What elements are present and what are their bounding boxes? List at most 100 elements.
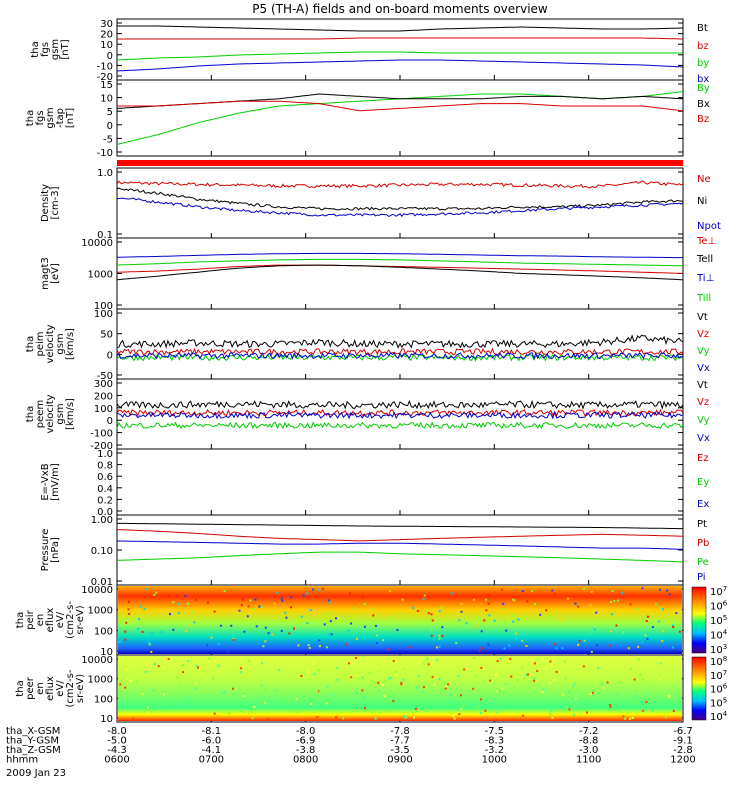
spectrogram-speckle bbox=[264, 688, 267, 691]
colorbar-tick-label: 104 bbox=[710, 710, 728, 723]
spectrogram-speckle bbox=[438, 678, 441, 681]
spectrogram-speckle bbox=[408, 704, 411, 707]
panel-5: thapeimvelocitygsm[km/s] 100 50 0 -50 Vt Vz Vy V… bbox=[25, 308, 710, 382]
spectrogram-speckle bbox=[388, 590, 391, 593]
spectrogram-speckle bbox=[327, 599, 330, 602]
y-tick-label: 20 bbox=[100, 30, 113, 41]
spectrogram-speckle bbox=[481, 647, 484, 649]
spectrogram-speckle bbox=[217, 642, 220, 645]
xaxis-value: 1000 bbox=[482, 755, 507, 766]
spectrogram-speckle bbox=[308, 698, 311, 701]
spectrogram-speckle bbox=[247, 605, 250, 608]
series-line-Vt bbox=[116, 399, 684, 410]
spectrogram-speckle bbox=[633, 678, 636, 681]
spectrogram-speckle bbox=[613, 599, 616, 602]
spectrogram-speckle bbox=[504, 682, 507, 685]
spectrogram-speckle bbox=[646, 615, 649, 618]
series-line-Vy bbox=[116, 421, 684, 430]
y-tick-label: 1.0 bbox=[97, 168, 113, 179]
spectrogram-speckle bbox=[458, 713, 461, 716]
spectrogram-speckle bbox=[287, 700, 290, 703]
spectrogram-speckle bbox=[433, 684, 436, 686]
y-tick-label: 10 bbox=[100, 94, 113, 105]
series-line-Pi bbox=[116, 540, 683, 550]
xaxis-value: -8.3 bbox=[485, 736, 505, 747]
spectrogram-speckle bbox=[501, 687, 504, 690]
spectrogram-speckle bbox=[445, 685, 448, 688]
y-tick-label: 100 bbox=[94, 694, 113, 705]
series-line-Te⊥ bbox=[117, 264, 683, 274]
spectrogram-speckle bbox=[228, 712, 230, 715]
spectrogram-speckle bbox=[172, 601, 175, 603]
spectrogram-speckle bbox=[668, 593, 671, 596]
spectrogram-speckle bbox=[556, 612, 559, 615]
spectrogram-speckle bbox=[516, 679, 519, 682]
spectrogram-speckle bbox=[568, 690, 571, 693]
spectrogram-speckle bbox=[184, 594, 187, 597]
xaxis-value: -6.7 bbox=[673, 726, 693, 737]
spectrogram-speckle bbox=[145, 588, 148, 591]
spectrogram-speckle bbox=[551, 589, 554, 592]
spectrogram-speckle bbox=[430, 628, 433, 631]
spectrogram-speckle bbox=[564, 677, 567, 680]
spectrogram-speckle bbox=[124, 686, 127, 689]
spectrogram-speckle bbox=[431, 619, 434, 622]
spectrogram-speckle bbox=[267, 632, 270, 635]
spectrogram-speckle bbox=[146, 662, 149, 665]
spectrogram-speckle bbox=[550, 664, 553, 667]
spectrogram-speckle bbox=[521, 639, 524, 642]
spectrogram-speckle bbox=[368, 671, 371, 674]
spectrogram-speckle bbox=[465, 622, 468, 625]
spectrogram-speckle bbox=[512, 620, 515, 623]
spectrogram-speckle bbox=[167, 594, 170, 597]
y-tick-label: 0 bbox=[107, 350, 113, 361]
xaxis-value: -7.5 bbox=[485, 726, 505, 737]
spectrogram-speckle bbox=[563, 693, 566, 696]
spectrogram-speckle bbox=[610, 600, 612, 603]
colorbar-tick-label: 105 bbox=[710, 696, 727, 709]
spectrogram-speckle bbox=[155, 591, 158, 594]
xaxis-row-label: tha_Y-GSM bbox=[6, 736, 59, 747]
spectrogram-speckle bbox=[319, 690, 322, 693]
spectrogram-speckle bbox=[400, 683, 403, 686]
spectrogram-speckle bbox=[472, 687, 475, 690]
spectrogram-speckle bbox=[655, 603, 657, 606]
spectrogram-speckle bbox=[243, 695, 246, 698]
spectrogram-speckle bbox=[313, 673, 316, 676]
xaxis-value: -8.1 bbox=[202, 726, 222, 737]
spectrogram-speckle bbox=[661, 608, 664, 611]
spectrogram-speckle bbox=[578, 640, 581, 642]
legend-by: by bbox=[697, 58, 709, 69]
y-tick-label: 0.8 bbox=[97, 461, 113, 472]
spectrogram-speckle bbox=[498, 690, 501, 693]
spectrogram-speckle bbox=[262, 645, 265, 648]
spectrogram-speckle bbox=[118, 641, 121, 644]
series-line-Pt bbox=[116, 522, 683, 530]
panel-ylabel: Pressure[nPa] bbox=[40, 529, 61, 572]
spectrogram-speckle bbox=[124, 630, 127, 633]
spectrogram-speckle bbox=[480, 698, 483, 701]
spectrogram-speckle bbox=[629, 603, 632, 606]
spectrogram-speckle bbox=[356, 674, 359, 677]
spectrogram-speckle bbox=[418, 675, 420, 678]
legend-Pb: Pb bbox=[697, 538, 709, 549]
spectrogram-speckle bbox=[350, 701, 353, 704]
spectrogram-speckle bbox=[317, 669, 320, 672]
spectrogram-speckle bbox=[312, 588, 315, 591]
spectrogram-speckle bbox=[457, 675, 460, 678]
spectrogram-speckle bbox=[662, 630, 665, 633]
spectrogram-speckle bbox=[548, 682, 551, 685]
spectrogram-speckle bbox=[383, 694, 386, 697]
spectrogram-speckle bbox=[496, 660, 499, 662]
xaxis-row-label: hhmm bbox=[6, 755, 38, 766]
spectrogram-speckle bbox=[403, 715, 406, 718]
spectrogram-speckle bbox=[124, 638, 127, 641]
xaxis-value: -8.0 bbox=[107, 726, 127, 737]
spectrogram-speckle bbox=[563, 660, 566, 663]
xaxis-value: -3.0 bbox=[579, 745, 599, 756]
spectrogram-speckle bbox=[438, 637, 441, 640]
spectrogram-speckle bbox=[541, 691, 544, 694]
xaxis-row-label: tha_Z-GSM bbox=[6, 745, 61, 756]
spectrogram-speckle bbox=[657, 620, 660, 623]
date-label: 2009 Jan 23 bbox=[6, 768, 66, 779]
